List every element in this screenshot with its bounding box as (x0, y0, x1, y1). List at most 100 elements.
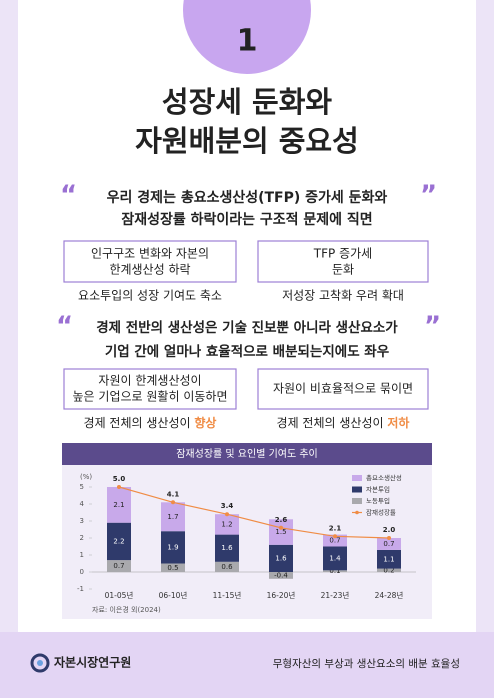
title-line: 자원배분의 중요성 (135, 124, 359, 158)
data-label: 0.5 (167, 564, 178, 572)
info-box (63, 368, 237, 410)
x-tick-label: 21-23년 (321, 590, 350, 600)
legend-swatch (355, 510, 359, 515)
data-label: 2.1 (113, 501, 124, 509)
data-label: 1.5 (275, 528, 286, 536)
box-text: 한계생산성 하락 (109, 263, 190, 277)
y-unit: (%) (80, 473, 92, 481)
logo-icon (30, 653, 50, 673)
data-label: 0.7 (329, 537, 340, 545)
bar-segment (269, 572, 293, 579)
quote-close: ” (420, 181, 437, 211)
title-line: 성장세 둔화와 (162, 85, 332, 119)
line-point (171, 500, 175, 505)
data-label: 0.6 (221, 563, 233, 571)
chart-source: 자료: 이은경 외(2024) (92, 605, 161, 614)
box-caption: 경제 전체의 생산성이 저하 (277, 415, 410, 430)
bar-segment (107, 522, 131, 561)
legend-swatch (352, 498, 362, 504)
info-box (63, 240, 237, 283)
bar-segment (377, 538, 401, 550)
line-label: 3.4 (221, 502, 234, 510)
caption-highlight: 향상 (194, 415, 216, 430)
quote-open: “ (56, 312, 73, 342)
y-tick-label: 0 (80, 568, 84, 576)
bar-segment (215, 514, 239, 535)
legend-label: 총요소생산성 (366, 473, 402, 482)
data-label: 1.1 (383, 555, 394, 563)
bar-segment (215, 561, 239, 572)
bar-segment (107, 560, 131, 572)
info-box (257, 368, 429, 410)
line-point (225, 512, 229, 517)
legend-label: 노동투입 (366, 497, 390, 505)
box-text: 자원이 한계생산성이 (98, 374, 201, 388)
y-tick-label: 5 (80, 483, 84, 491)
bar-segment (161, 502, 185, 532)
bar-segment (215, 534, 239, 562)
chart-title: 잠재성장률 및 요인별 기여도 추이 (176, 448, 318, 460)
logo-icon (37, 660, 43, 666)
bar-segment (323, 534, 347, 547)
data-label: 1.6 (221, 544, 233, 552)
x-tick-label: 06-10년 (159, 590, 188, 600)
quote-close: ” (424, 312, 441, 342)
legend-swatch (352, 475, 362, 481)
badge-number: 1 (237, 24, 258, 59)
bar-segment (269, 519, 293, 545)
bar-segment (377, 568, 401, 572)
bar-segment (323, 570, 347, 572)
box-caption: 저성장 고착화 우려 확대 (282, 289, 404, 303)
quote-line: 잠재성장률 하락이라는 구조적 문제에 직면 (121, 211, 372, 228)
y-tick-label: 1 (80, 551, 84, 559)
line-point (279, 525, 283, 530)
bar-segment (377, 549, 401, 569)
y-tick-label: 3 (80, 517, 84, 525)
data-label: 1.4 (329, 554, 341, 562)
bar-segment (161, 531, 185, 564)
quote-line: 우리 경제는 총요소생산성(TFP) 증가세 둔화와 (107, 189, 388, 206)
bar-segment (269, 544, 293, 572)
line-point (117, 485, 121, 489)
line-label: 5.0 (113, 475, 126, 483)
line-label: 2.0 (383, 526, 396, 534)
x-tick-label: 24-28년 (375, 590, 404, 600)
box-text: 자원이 비효율적으로 묶이면 (273, 382, 413, 396)
line-point (333, 534, 337, 539)
line-point (387, 536, 391, 540)
legend-label: 잠재성장률 (366, 508, 396, 517)
data-label: -0.4 (274, 571, 288, 579)
legend-swatch (352, 486, 362, 493)
box-text: 인구구조 변화와 자본의 (91, 247, 209, 261)
info-box (257, 240, 429, 283)
data-label: 0.7 (113, 562, 124, 570)
data-label: 0.1 (329, 567, 340, 575)
box-text: 높은 기업으로 원활히 이동하면 (73, 390, 228, 404)
caption-text: 경제 전체의 생산성이 (277, 416, 384, 430)
line-label: 2.6 (275, 516, 288, 524)
caption-highlight: 저하 (387, 415, 409, 430)
y-tick-label: 2 (80, 534, 84, 542)
caption-text: 경제 전체의 생산성이 (84, 416, 191, 430)
x-tick-label: 16-20년 (267, 590, 296, 600)
footer (0, 632, 494, 698)
bar-segment (323, 546, 347, 571)
quote-line: 기업 간에 얼마나 효율적으로 배분되는지에도 좌우 (105, 343, 390, 360)
data-label: 1.9 (167, 543, 178, 551)
bar-segment (161, 563, 185, 572)
quote-line: 경제 전반의 생산성은 기술 진보뿐 아니라 생산요소가 (96, 319, 398, 336)
data-label: 0.7 (383, 540, 394, 548)
data-label: 2.2 (113, 537, 124, 545)
y-tick-label: 4 (80, 500, 85, 508)
line-label: 4.1 (167, 490, 180, 498)
x-tick-label: 11-15년 (213, 590, 242, 600)
line-label: 2.1 (329, 524, 342, 532)
x-tick-label: 01-05년 (105, 590, 134, 600)
data-label: 1.6 (275, 554, 287, 562)
data-label: 1.7 (167, 513, 178, 521)
box-caption: 경제 전체의 생산성이 향상 (84, 415, 217, 430)
box-text: 둔화 (332, 263, 354, 277)
box-text: TFP 증가세 (313, 247, 372, 261)
data-label: 0.2 (383, 566, 394, 574)
